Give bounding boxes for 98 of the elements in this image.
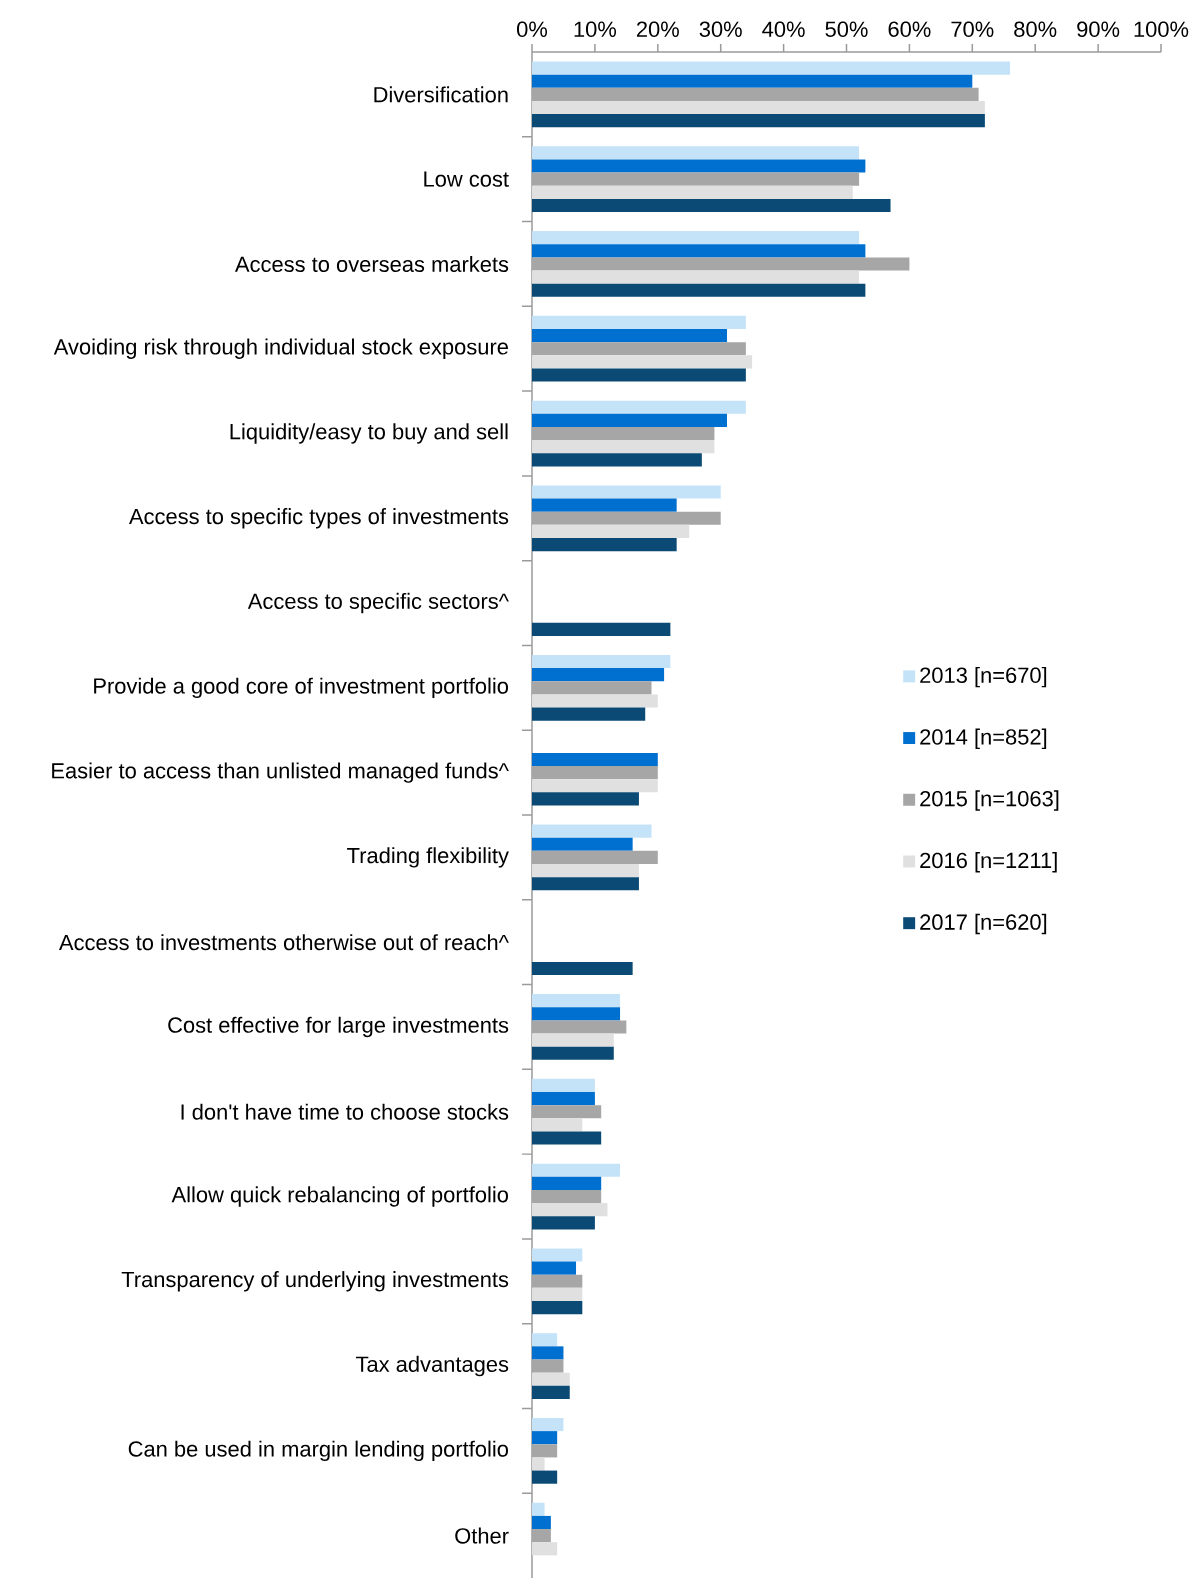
- bar: [532, 159, 866, 173]
- bar: [532, 994, 621, 1008]
- legend-label: 2014 [n=852]: [920, 728, 1047, 750]
- x-tick-label: 90%: [1077, 21, 1120, 37]
- bar: [532, 1046, 614, 1060]
- bar: [532, 355, 753, 369]
- bar: [532, 654, 671, 669]
- bar: [532, 146, 860, 160]
- y-tick-label: Allow quick rebalancing of portfolio: [171, 1186, 508, 1207]
- bar: [532, 440, 715, 454]
- y-tick-label: Can be used in margin lending portfolio: [128, 1440, 508, 1462]
- bar: [532, 114, 985, 128]
- x-tick-label: 40%: [762, 21, 805, 37]
- bar: [532, 824, 652, 838]
- legend-label: 2015 [n=1063]: [920, 790, 1059, 811]
- y-tick-label: Access to investments otherwise out of reach^: [58, 934, 509, 951]
- bar: [532, 1346, 564, 1360]
- bar: [532, 1078, 595, 1093]
- bar: [532, 1372, 570, 1386]
- x-tick-label: 50%: [825, 21, 868, 37]
- y-tick-label: Provide a good core of investment portfolio: [94, 677, 509, 699]
- bar: [532, 198, 891, 213]
- bar: [532, 185, 853, 199]
- x-tick-label: 60%: [888, 21, 931, 37]
- bar: [532, 1092, 595, 1106]
- y-tick-label: Access to specific sectors^: [247, 592, 509, 614]
- bar: [532, 1515, 551, 1530]
- x-tick-label: 0%: [517, 21, 548, 37]
- bar: [532, 1502, 545, 1516]
- bar: [532, 315, 746, 329]
- y-tick-label: Low cost: [424, 171, 509, 187]
- y-tick-label: Cost effective for large investments: [168, 1016, 509, 1038]
- x-tick-label: 20%: [636, 21, 679, 37]
- bar: [532, 1033, 614, 1047]
- x-tick-label: 10%: [574, 21, 617, 37]
- y-tick-label: Avoiding risk through individual stock exposure: [53, 338, 508, 359]
- bar: [532, 368, 746, 382]
- legend-label: 2016 [n=1211]: [920, 852, 1057, 873]
- bar: [532, 453, 702, 467]
- bar: [532, 1431, 558, 1445]
- bar: [532, 61, 1011, 75]
- bar: [532, 1176, 602, 1190]
- bar: [532, 694, 658, 708]
- x-tick-label: 80%: [1014, 21, 1057, 37]
- bar: [532, 244, 866, 258]
- bar: [532, 668, 665, 682]
- bar: [532, 1301, 583, 1315]
- bar: [532, 1457, 545, 1471]
- bar: [532, 485, 721, 499]
- y-tick-label: Access to overseas markets: [234, 255, 509, 272]
- bar: [532, 752, 658, 767]
- bar: [532, 413, 727, 427]
- bar: [532, 329, 727, 343]
- x-tick-label: 70%: [951, 21, 994, 37]
- y-tick-label: Easier to access than unlisted managed funds^: [52, 762, 509, 783]
- bar: [532, 283, 866, 297]
- bar: [532, 231, 860, 245]
- bar: [532, 707, 646, 721]
- bar: [532, 877, 639, 891]
- bar: [532, 961, 633, 976]
- bar: [532, 1131, 602, 1145]
- bar: [532, 538, 677, 552]
- y-tick-label: Diversification: [374, 86, 508, 103]
- bar: [532, 792, 639, 806]
- legend-label: 2017 [n=620]: [920, 913, 1047, 935]
- bar: [532, 1417, 564, 1432]
- bar: [532, 837, 633, 851]
- y-tick-label: Other: [455, 1527, 509, 1544]
- bar: [532, 1385, 570, 1399]
- bar: [532, 1261, 577, 1275]
- y-tick-label: Access to specific types of investments: [128, 508, 509, 529]
- y-tick-label: Tax advantages: [355, 1355, 509, 1377]
- bar: [532, 400, 746, 414]
- y-tick-label: Transparency of underlying investments: [121, 1271, 509, 1292]
- bar: [532, 498, 677, 512]
- bar: [532, 74, 973, 88]
- x-tick-label: 30%: [699, 21, 742, 37]
- bar: [532, 779, 658, 793]
- bar: [532, 1470, 558, 1484]
- bar: [532, 1216, 595, 1230]
- bar: [532, 1118, 583, 1132]
- legend-label: 2013 [n=670]: [920, 666, 1047, 688]
- bar: [532, 1333, 558, 1347]
- y-tick-label: I don't have time to choose stocks: [181, 1103, 509, 1120]
- bar: [532, 1203, 608, 1217]
- bar: [532, 1248, 583, 1262]
- y-tick-label: Liquidity/easy to buy and sell: [230, 423, 508, 444]
- bar: [532, 622, 671, 636]
- bar: [532, 524, 690, 539]
- y-tick-label: Trading flexibility: [347, 847, 509, 868]
- bar: [532, 1542, 558, 1556]
- bar: [532, 100, 985, 115]
- bar: [532, 270, 860, 284]
- x-tick-label: 100%: [1134, 21, 1189, 37]
- bar: [532, 1007, 621, 1021]
- bar: [532, 1163, 621, 1177]
- bar: [532, 863, 639, 878]
- bar: [532, 1287, 583, 1302]
